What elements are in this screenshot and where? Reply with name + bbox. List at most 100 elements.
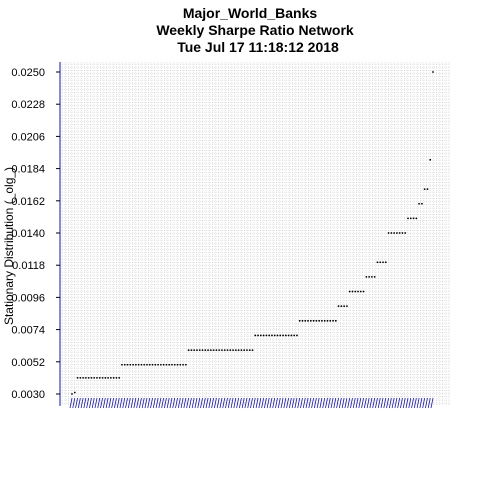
data-point xyxy=(423,188,426,190)
x-tick-label xyxy=(205,397,209,409)
data-point xyxy=(248,349,251,351)
x-tick-label xyxy=(272,397,276,409)
data-point xyxy=(346,305,348,308)
x-tick-label xyxy=(302,397,306,409)
x-tick-label xyxy=(413,397,417,409)
data-point xyxy=(243,349,246,351)
data-point xyxy=(284,334,287,337)
data-point xyxy=(234,349,237,351)
x-tick-label xyxy=(355,397,359,409)
x-tick-label xyxy=(141,397,145,409)
data-point xyxy=(79,377,82,379)
data-point xyxy=(334,319,337,322)
y-tick-label: 0.0162 xyxy=(11,196,45,208)
x-tick-label xyxy=(244,397,248,409)
data-point xyxy=(196,349,198,351)
data-point xyxy=(198,349,201,351)
x-tick-label xyxy=(408,397,412,409)
data-point xyxy=(354,290,357,293)
x-tick-label xyxy=(388,397,392,409)
x-tick-label xyxy=(341,397,345,409)
data-point xyxy=(271,334,273,337)
data-point xyxy=(71,393,73,395)
data-point xyxy=(209,349,212,351)
x-tick-label xyxy=(247,397,251,409)
data-point xyxy=(129,363,132,366)
x-tick-label xyxy=(233,397,237,409)
x-tick-label xyxy=(419,397,423,409)
data-point xyxy=(396,232,398,234)
data-point xyxy=(326,319,329,322)
x-tick-label xyxy=(169,397,173,409)
data-point xyxy=(318,319,321,322)
data-point xyxy=(282,334,284,337)
x-tick-label xyxy=(225,397,228,409)
x-tick-label xyxy=(311,397,314,409)
x-tick-label xyxy=(177,397,181,409)
data-point xyxy=(165,363,168,366)
data-point xyxy=(432,71,434,73)
data-point xyxy=(276,334,279,337)
x-tick-label xyxy=(394,397,398,409)
x-tick-label xyxy=(136,397,140,409)
x-tick-label xyxy=(405,397,409,409)
data-point xyxy=(184,363,187,366)
data-point xyxy=(176,363,179,366)
data-point xyxy=(154,363,157,366)
data-point xyxy=(268,334,271,337)
grid xyxy=(60,62,450,406)
chart-timestamp: Tue Jul 17 11:18:12 2018 xyxy=(177,39,339,55)
x-tick-label xyxy=(338,397,342,409)
x-tick-label xyxy=(127,397,131,409)
x-tick-label xyxy=(77,397,81,409)
x-tick-label xyxy=(69,397,73,409)
x-tick-label xyxy=(197,397,201,409)
data-point xyxy=(273,334,276,337)
x-tick-label xyxy=(91,397,95,409)
x-tick-label xyxy=(333,397,337,409)
x-tick-label xyxy=(111,397,115,409)
data-point xyxy=(187,349,190,351)
chart-subtitle: Weekly Sharpe Ratio Network xyxy=(156,22,354,38)
x-tick-label xyxy=(280,397,284,409)
data-point xyxy=(340,305,343,308)
x-tick-label xyxy=(116,397,120,409)
x-tick-label xyxy=(158,397,162,409)
data-point xyxy=(329,319,332,322)
y-tick-label: 0.0250 xyxy=(11,67,45,79)
x-tick-label xyxy=(411,397,414,409)
x-tick-label xyxy=(422,397,426,409)
x-tick-label xyxy=(383,397,387,409)
data-point xyxy=(398,232,401,234)
x-tick-label xyxy=(97,397,101,409)
data-point xyxy=(93,377,96,379)
x-tick-label xyxy=(275,397,278,409)
data-point xyxy=(332,319,334,322)
data-point xyxy=(96,377,98,379)
data-point xyxy=(157,363,159,366)
x-tick-label xyxy=(255,397,259,409)
y-tick-label: 0.0228 xyxy=(11,99,45,111)
x-tick-label xyxy=(202,397,206,409)
data-point xyxy=(420,202,423,205)
x-tick-label xyxy=(300,397,303,409)
data-point xyxy=(107,377,109,379)
data-point xyxy=(215,349,218,351)
x-tick-label xyxy=(105,397,109,409)
data-point xyxy=(115,377,118,379)
data-point xyxy=(137,363,140,366)
x-tick-label xyxy=(291,397,295,409)
x-tick-label xyxy=(308,397,312,409)
x-tick-label xyxy=(166,397,170,409)
x-tick-label xyxy=(380,397,384,409)
x-tick-label xyxy=(94,397,98,409)
x-tick-label xyxy=(155,397,159,409)
x-tick-label xyxy=(86,397,90,409)
data-point xyxy=(290,334,293,337)
data-point xyxy=(384,261,387,264)
y-tick-label: 0.0030 xyxy=(11,389,45,401)
data-point xyxy=(351,290,354,293)
x-tick-label xyxy=(305,397,309,409)
x-tick-label xyxy=(125,397,128,409)
x-tick-label xyxy=(100,397,103,409)
